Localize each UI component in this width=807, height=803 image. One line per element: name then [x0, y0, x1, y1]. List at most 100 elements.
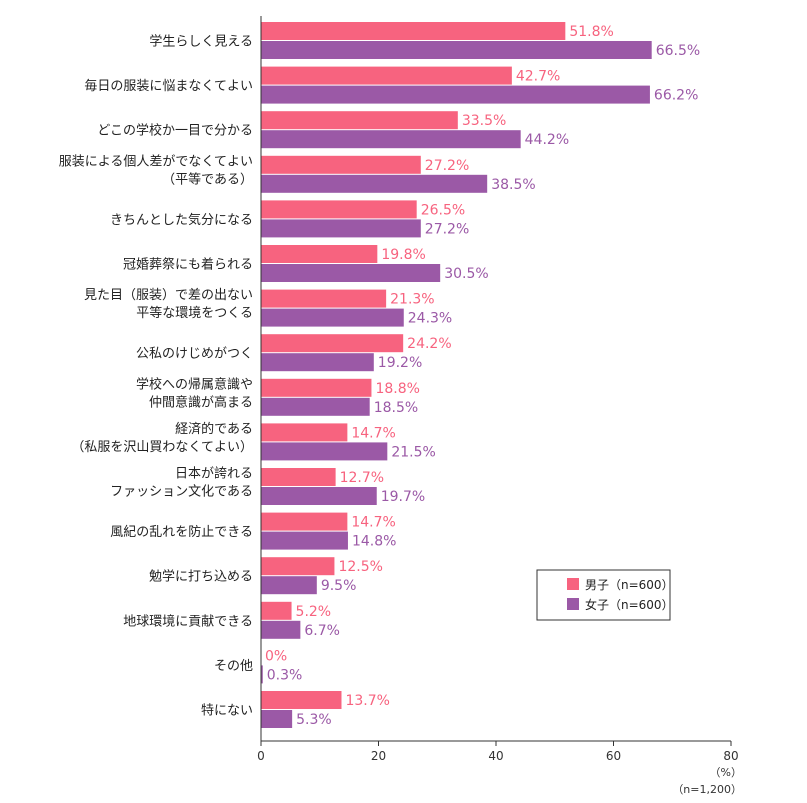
category-label-11: 風紀の乱れを防止できる — [110, 524, 253, 540]
value-label-girls-15: 5.3% — [296, 712, 332, 728]
x-axis-ticks: 0 20 40 60 80 — [257, 741, 739, 763]
value-label-boys-4: 26.5% — [421, 202, 465, 218]
value-label-girls-10: 19.7% — [381, 489, 425, 505]
value-label-boys-14: 0% — [265, 648, 287, 664]
bar-girls-1 — [261, 85, 650, 104]
bar-girls-14 — [261, 665, 263, 684]
bar-boys-0 — [261, 22, 566, 40]
category-label-9-line-1: （私服を沢山買わなくてよい） — [71, 440, 253, 455]
value-label-girls-0: 66.5% — [656, 43, 700, 59]
category-label-4: きちんとした気分になる — [110, 212, 253, 228]
value-label-girls-2: 44.2% — [525, 132, 569, 148]
bar-girls-10 — [261, 487, 377, 505]
bar-boys-9 — [261, 423, 348, 442]
value-label-girls-3: 38.5% — [491, 177, 535, 193]
category-label-6-line-1: 平等な環境をつくる — [136, 305, 253, 321]
value-label-girls-7: 19.2% — [378, 355, 422, 371]
legend-swatch-girls — [567, 598, 579, 610]
value-label-girls-6: 24.3% — [408, 311, 452, 327]
category-label-13: 地球環境に貢献できる — [123, 614, 253, 629]
value-label-boys-6: 21.3% — [390, 292, 434, 308]
x-tick-label-0: 0 — [257, 749, 265, 763]
category-label-9-line-0: 経済的である — [175, 421, 253, 437]
category-label-15: 特にない — [201, 704, 253, 719]
value-label-girls-1: 66.2% — [654, 88, 698, 104]
value-label-girls-12: 9.5% — [321, 578, 357, 594]
bar-girls-13 — [261, 620, 301, 639]
x-tick-label-3: 60 — [606, 749, 621, 763]
value-label-boys-0: 51.8% — [569, 24, 613, 40]
bar-boys-6 — [261, 289, 387, 308]
value-label-boys-13: 5.2% — [296, 604, 332, 620]
bar-boys-7 — [261, 334, 404, 353]
legend-box — [536, 569, 671, 621]
value-label-girls-5: 30.5% — [444, 266, 488, 282]
category-label-14: その他 — [214, 659, 253, 674]
value-label-boys-5: 19.8% — [381, 247, 425, 263]
bar-girls-2 — [261, 130, 521, 149]
category-label-5: 冠婚葬祭にも着られる — [123, 257, 253, 273]
value-label-boys-1: 42.7% — [516, 69, 560, 85]
bar-girls-6 — [261, 308, 404, 327]
bar-boys-13 — [261, 601, 292, 620]
value-label-boys-9: 14.7% — [351, 425, 395, 441]
value-label-girls-4: 27.2% — [425, 221, 469, 237]
category-label-3-line-0: 服装による個人差がでなくてよい — [59, 154, 253, 169]
bar-boys-3 — [261, 155, 421, 174]
bar-girls-11 — [261, 531, 348, 550]
category-label-12: 勉学に打ち込める — [149, 569, 253, 585]
bar-girls-12 — [261, 576, 317, 595]
category-label-2: どこの学校か一目で分かる — [97, 123, 253, 139]
category-label-1: 毎日の服装に悩まなくてよい — [84, 78, 253, 94]
category-label-10-line-1: ファッション文化である — [110, 485, 253, 500]
bar-girls-0 — [261, 41, 652, 59]
legend-label-girls: 女子（n=600） — [585, 597, 674, 612]
bar-boys-1 — [261, 66, 512, 85]
value-label-girls-9: 21.5% — [391, 444, 435, 460]
category-label-3-line-1: （平等である） — [162, 171, 253, 187]
bar-girls-8 — [261, 397, 370, 416]
value-label-boys-8: 18.8% — [375, 381, 419, 397]
value-label-boys-11: 14.7% — [351, 515, 395, 531]
category-label-8-line-0: 学校への帰属意識や — [136, 376, 253, 392]
category-label-0: 学生らしく見える — [149, 34, 253, 50]
value-label-boys-7: 24.2% — [407, 336, 451, 352]
category-label-10-line-0: 日本が誇れる — [175, 466, 253, 482]
legend-swatch-boys — [567, 578, 579, 590]
bar-girls-4 — [261, 219, 421, 238]
bar-girls-15 — [261, 710, 293, 728]
bar-boys-5 — [261, 245, 378, 263]
value-label-girls-8: 18.5% — [374, 400, 418, 416]
bar-boys-4 — [261, 200, 417, 219]
bar-girls-3 — [261, 174, 488, 193]
value-label-boys-10: 12.7% — [340, 470, 384, 486]
sample-size-note: （n=1,200） — [672, 783, 742, 796]
bar-boys-12 — [261, 557, 335, 576]
x-tick-label-2: 40 — [488, 749, 503, 763]
value-label-girls-14: 0.3% — [267, 667, 303, 683]
bar-boys-10 — [261, 468, 336, 486]
bar-boys-15 — [261, 691, 342, 709]
bars-group — [261, 22, 652, 728]
bar-boys-2 — [261, 111, 458, 130]
bar-boys-8 — [261, 378, 372, 397]
bar-girls-5 — [261, 264, 441, 282]
category-label-6-line-0: 見た目（服装）で差の出ない — [84, 288, 253, 303]
category-label-7: 公私のけじめがつく — [136, 347, 253, 362]
value-label-boys-2: 33.5% — [462, 113, 506, 129]
value-labels: 51.8% 66.5% 42.7% 66.2% 33.5% 44.2% 27.2% 38.5%… — [265, 24, 700, 728]
value-label-boys-15: 13.7% — [345, 693, 389, 709]
bar-boys-11 — [261, 512, 348, 531]
x-tick-label-4: 80 — [723, 749, 738, 763]
x-tick-label-1: 20 — [371, 749, 386, 763]
value-label-girls-11: 14.8% — [352, 534, 396, 550]
legend: 男子（n=600） 女子（n=600） — [536, 569, 674, 621]
value-label-girls-13: 6.7% — [304, 623, 340, 639]
category-label-8-line-1: 仲間意識が高まる — [149, 394, 253, 410]
value-label-boys-12: 12.5% — [338, 559, 382, 575]
category-labels: 学生らしく見える毎日の服装に悩まなくてよいどこの学校か一目で分かる服装による個人… — [59, 34, 253, 719]
legend-label-boys: 男子（n=600） — [585, 578, 674, 592]
bar-girls-9 — [261, 442, 388, 461]
unit-label: （%） — [710, 766, 742, 779]
